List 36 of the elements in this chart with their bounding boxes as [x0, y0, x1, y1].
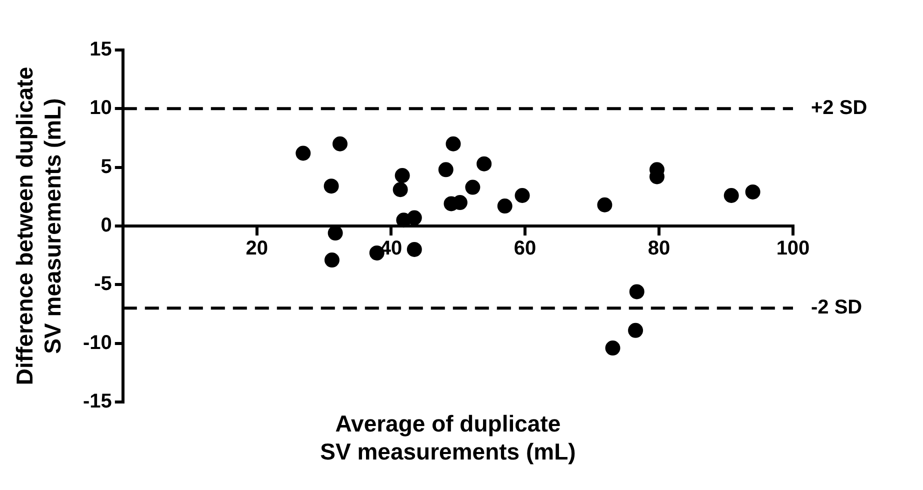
- y-axis-title: Difference between duplicate SV measurements (mL): [11, 66, 66, 386]
- point: [514, 188, 530, 203]
- y-tick-label: 15: [90, 38, 112, 61]
- point: [446, 136, 461, 152]
- point: [605, 340, 620, 356]
- point: [296, 146, 311, 161]
- point: [465, 180, 480, 195]
- point: [497, 198, 512, 214]
- point: [476, 156, 492, 172]
- y-tick-label: 0: [100, 214, 112, 237]
- ref-line-label: +2 SD: [811, 97, 868, 120]
- x-tick-label: 60: [514, 238, 536, 260]
- point: [745, 184, 760, 200]
- point: [628, 322, 644, 338]
- point: [392, 182, 408, 198]
- point: [438, 162, 454, 178]
- y-tick-label: -10: [83, 332, 112, 354]
- x-axis-title: Average of duplicate SV measurements (mL): [320, 410, 576, 464]
- y-tick-label: -5: [94, 273, 112, 296]
- y-tick-label: 10: [90, 97, 112, 120]
- point: [724, 188, 739, 203]
- point: [394, 168, 410, 184]
- point: [328, 226, 343, 241]
- x-tick-label: 80: [648, 238, 670, 260]
- point: [629, 284, 644, 300]
- y-tick-label: -15: [83, 390, 112, 413]
- point: [406, 210, 422, 226]
- point: [324, 252, 340, 268]
- x-tick-label: 100: [776, 238, 810, 260]
- point: [324, 178, 339, 194]
- point: [332, 136, 348, 152]
- point: [597, 197, 612, 212]
- x-tick-label: 20: [246, 238, 268, 260]
- point: [406, 242, 422, 257]
- ref-line-label: -2 SD: [811, 296, 862, 319]
- y-tick-label: 5: [100, 156, 112, 178]
